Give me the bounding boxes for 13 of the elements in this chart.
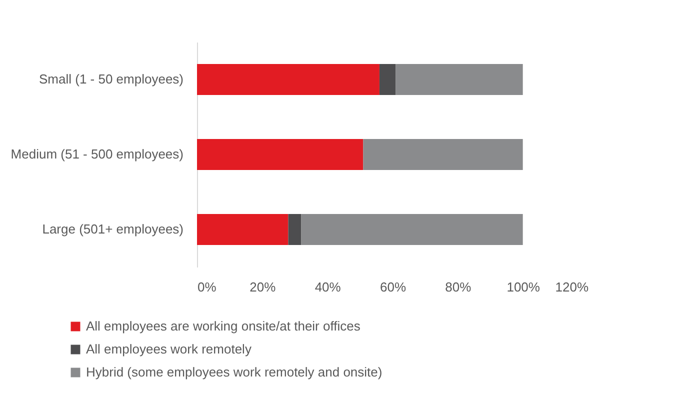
- legend-label: All employees are working onsite/at their offices: [86, 318, 361, 334]
- x-tick-label: 40%: [314, 280, 342, 294]
- x-tick-label: 0%: [198, 280, 217, 294]
- x-tick-label: 20%: [250, 280, 276, 294]
- legend-label: Hybrid (some employees work remotely and onsite): [86, 364, 382, 380]
- x-tick-label: 100%: [506, 280, 540, 294]
- x-tick-label: 80%: [445, 280, 472, 294]
- y-tick-label: Small (1 - 50 employees): [39, 72, 184, 86]
- y-tick-label: Large (501+ employees): [42, 222, 184, 236]
- legend-label: All employees work remotely: [86, 342, 252, 356]
- y-tick-label: Medium (51 - 500 employees): [10, 146, 184, 162]
- x-tick-label: 120%: [555, 280, 589, 294]
- x-tick-label: 60%: [380, 280, 406, 294]
